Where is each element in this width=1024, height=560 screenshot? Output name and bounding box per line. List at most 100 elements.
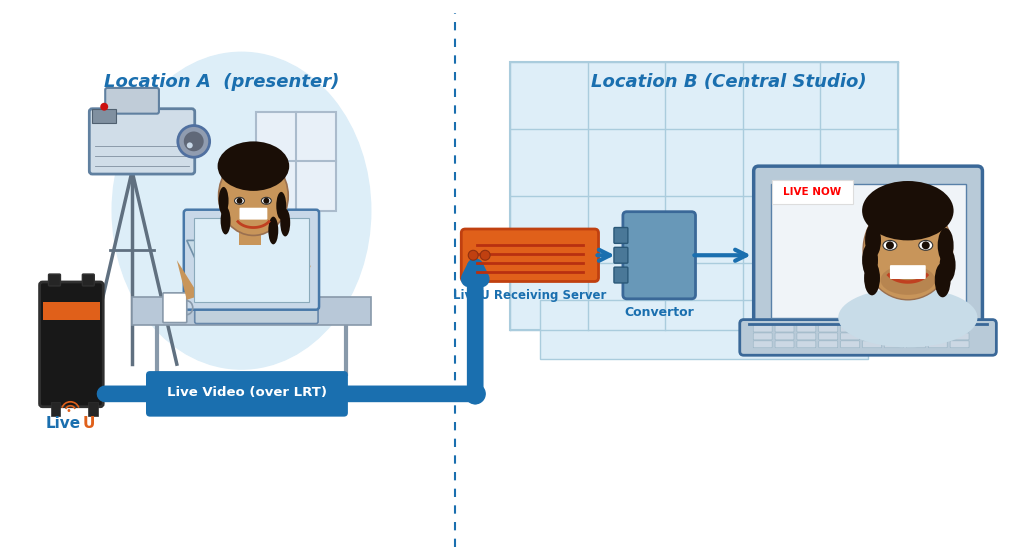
FancyBboxPatch shape (950, 341, 969, 348)
Ellipse shape (938, 228, 953, 263)
Ellipse shape (276, 192, 287, 220)
FancyBboxPatch shape (819, 333, 838, 340)
Ellipse shape (883, 240, 897, 250)
FancyBboxPatch shape (50, 402, 60, 416)
Ellipse shape (881, 265, 935, 295)
Circle shape (480, 250, 490, 260)
Text: Live Video (over LRT): Live Video (over LRT) (167, 386, 327, 399)
FancyBboxPatch shape (862, 333, 882, 340)
Ellipse shape (113, 52, 371, 369)
Ellipse shape (281, 209, 290, 236)
Circle shape (100, 103, 109, 111)
Ellipse shape (919, 240, 933, 250)
Ellipse shape (865, 223, 881, 258)
FancyBboxPatch shape (775, 341, 794, 348)
FancyBboxPatch shape (43, 302, 100, 320)
Ellipse shape (218, 187, 228, 214)
FancyBboxPatch shape (797, 341, 816, 348)
FancyBboxPatch shape (195, 305, 318, 324)
Ellipse shape (839, 288, 978, 347)
FancyBboxPatch shape (775, 325, 794, 332)
FancyBboxPatch shape (754, 333, 772, 340)
FancyBboxPatch shape (885, 325, 903, 332)
FancyBboxPatch shape (906, 341, 926, 348)
Ellipse shape (940, 248, 955, 282)
Circle shape (178, 125, 210, 157)
FancyBboxPatch shape (950, 333, 969, 340)
FancyBboxPatch shape (754, 325, 772, 332)
Text: Location A  (presenter): Location A (presenter) (103, 73, 339, 91)
Circle shape (922, 241, 930, 249)
FancyBboxPatch shape (194, 218, 309, 302)
Circle shape (186, 142, 193, 148)
Ellipse shape (234, 197, 245, 204)
Text: •: • (66, 405, 72, 416)
FancyBboxPatch shape (885, 341, 903, 348)
FancyBboxPatch shape (906, 333, 926, 340)
FancyBboxPatch shape (89, 109, 195, 174)
FancyBboxPatch shape (240, 221, 261, 245)
FancyBboxPatch shape (92, 109, 116, 123)
FancyBboxPatch shape (754, 166, 982, 334)
FancyBboxPatch shape (105, 88, 159, 114)
FancyBboxPatch shape (40, 282, 103, 407)
Ellipse shape (863, 201, 952, 300)
FancyBboxPatch shape (510, 62, 898, 329)
FancyBboxPatch shape (132, 297, 371, 325)
FancyBboxPatch shape (739, 320, 996, 355)
FancyBboxPatch shape (163, 293, 186, 323)
FancyBboxPatch shape (890, 265, 926, 279)
FancyBboxPatch shape (819, 341, 838, 348)
FancyBboxPatch shape (797, 333, 816, 340)
Circle shape (183, 132, 204, 151)
FancyBboxPatch shape (228, 168, 285, 234)
Ellipse shape (220, 207, 230, 235)
Ellipse shape (935, 263, 950, 297)
Ellipse shape (862, 181, 953, 240)
FancyBboxPatch shape (862, 341, 882, 348)
FancyBboxPatch shape (183, 209, 319, 310)
Circle shape (465, 384, 485, 404)
FancyBboxPatch shape (797, 325, 816, 332)
FancyBboxPatch shape (88, 402, 98, 416)
Ellipse shape (864, 261, 880, 295)
FancyBboxPatch shape (614, 227, 628, 244)
Text: U: U (82, 416, 94, 431)
Polygon shape (177, 260, 212, 300)
FancyBboxPatch shape (841, 341, 859, 348)
FancyBboxPatch shape (928, 333, 947, 340)
FancyBboxPatch shape (841, 333, 859, 340)
Circle shape (468, 250, 478, 260)
Ellipse shape (218, 156, 288, 235)
FancyBboxPatch shape (841, 325, 859, 332)
FancyBboxPatch shape (906, 325, 926, 332)
Ellipse shape (862, 243, 878, 278)
FancyBboxPatch shape (146, 371, 348, 417)
FancyBboxPatch shape (885, 333, 903, 340)
FancyBboxPatch shape (950, 325, 969, 332)
Text: Live: Live (45, 416, 81, 431)
Circle shape (237, 198, 243, 204)
Polygon shape (186, 240, 291, 295)
FancyBboxPatch shape (240, 208, 267, 220)
FancyBboxPatch shape (771, 180, 853, 204)
FancyBboxPatch shape (928, 341, 947, 348)
Text: LIVE NOW: LIVE NOW (783, 187, 842, 197)
FancyBboxPatch shape (623, 212, 695, 299)
FancyBboxPatch shape (754, 341, 772, 348)
Ellipse shape (261, 197, 271, 204)
FancyBboxPatch shape (614, 267, 628, 283)
Polygon shape (271, 265, 311, 300)
FancyBboxPatch shape (862, 325, 882, 332)
Text: Convertor: Convertor (625, 306, 694, 319)
FancyBboxPatch shape (928, 325, 947, 332)
FancyBboxPatch shape (256, 111, 336, 211)
FancyBboxPatch shape (819, 325, 838, 332)
FancyBboxPatch shape (771, 184, 966, 318)
Circle shape (886, 241, 894, 249)
FancyBboxPatch shape (614, 248, 628, 263)
Text: LiveU Receiving Server: LiveU Receiving Server (454, 289, 606, 302)
Circle shape (263, 198, 269, 204)
FancyBboxPatch shape (82, 274, 94, 286)
Ellipse shape (218, 141, 289, 191)
